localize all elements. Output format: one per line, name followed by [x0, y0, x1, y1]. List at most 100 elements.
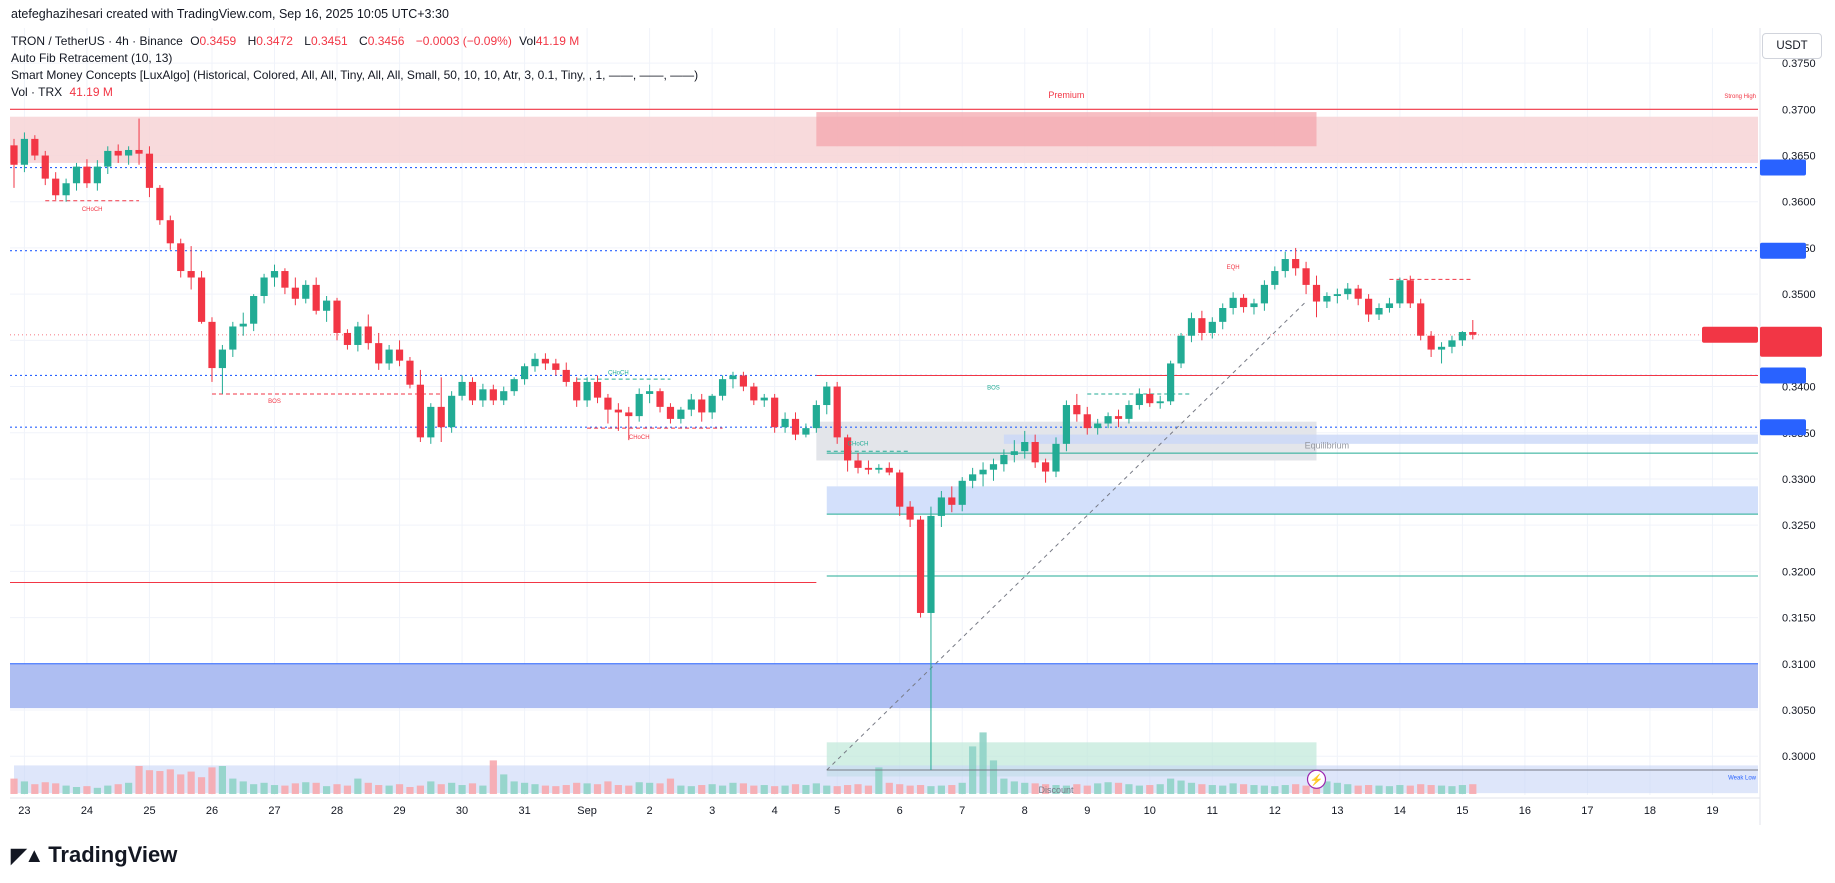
volume-bar — [635, 782, 643, 794]
volume-bar — [1104, 782, 1112, 794]
volume-bar — [1083, 785, 1091, 794]
volume-bar — [1094, 783, 1102, 794]
candle-body — [135, 149, 143, 154]
candle-body — [1437, 346, 1446, 350]
volume-bar — [1073, 784, 1081, 794]
symbol-legend[interactable]: TRON / TetherUS · 4h · Binance O0.3459 H… — [11, 34, 587, 48]
price-tick-label: 0.3600 — [1782, 197, 1816, 209]
candle-body — [781, 418, 789, 428]
candle-body — [885, 467, 893, 473]
volume-bar — [166, 769, 174, 794]
choch-label: CHoCH — [848, 442, 869, 448]
candle-body — [1146, 393, 1154, 404]
volume-bar — [1167, 778, 1175, 794]
ohlc-close: C0.3456 — [359, 34, 405, 48]
candle-body — [698, 399, 706, 413]
volume-bar — [187, 771, 195, 794]
volume-bar — [958, 782, 966, 794]
candle-body — [520, 366, 529, 380]
currency-button[interactable]: USDT — [1762, 33, 1822, 59]
candle-body — [177, 243, 185, 272]
time-tick-label: 30 — [456, 805, 468, 817]
volume-bar — [1385, 786, 1394, 794]
candle-body — [1135, 393, 1143, 406]
candle-body — [1125, 405, 1133, 419]
time-tick-label: 31 — [518, 805, 530, 817]
candle-body — [1187, 318, 1196, 336]
volume-bar — [729, 782, 737, 794]
candlesticks — [10, 118, 1477, 771]
candle-body — [1073, 405, 1081, 415]
volume-bar — [948, 785, 956, 794]
candle-body — [72, 166, 81, 184]
time-tick-label: 3 — [709, 805, 715, 817]
candle-body — [552, 363, 560, 370]
last-price-tag — [1760, 326, 1822, 357]
candle-body — [916, 519, 925, 613]
volume-bar — [1135, 785, 1143, 794]
volume-bar — [1260, 785, 1268, 794]
volume-bar — [666, 778, 675, 794]
tradingview-logo: ◤▲ TradingView — [11, 842, 178, 867]
volume-bar — [281, 785, 289, 794]
time-tick-label: 2 — [647, 805, 653, 817]
candle-body — [635, 393, 643, 417]
indicator-smc-legend[interactable]: Smart Money Concepts [LuxAlgo] (Historic… — [11, 68, 699, 82]
indicator-fib-legend[interactable]: Auto Fib Retracement (10, 13) — [11, 51, 173, 65]
volume-bar — [677, 785, 685, 794]
volume-bar — [760, 785, 768, 794]
volume-bar — [20, 781, 29, 794]
volume-bar — [1302, 785, 1310, 794]
candle-body — [1000, 454, 1008, 465]
volume-bar — [1239, 784, 1248, 794]
candle-body — [1271, 271, 1279, 285]
price-tick-label: 0.3000 — [1782, 751, 1816, 763]
volume-bar — [614, 785, 622, 794]
candle-body — [1208, 321, 1216, 333]
candle-body — [52, 178, 60, 196]
volume-bar — [1187, 782, 1196, 794]
time-tick-label: 8 — [1022, 805, 1028, 817]
volume-bar — [229, 778, 237, 794]
volume-bar — [885, 782, 893, 794]
volume-bar — [1198, 784, 1206, 794]
volume-bar — [135, 766, 143, 794]
eqh-label: EQH — [1227, 265, 1240, 271]
candle-body — [1365, 298, 1373, 315]
candle-body — [677, 409, 685, 419]
volume-bar — [260, 782, 268, 794]
candle-body — [208, 321, 216, 369]
volume-bar — [833, 786, 841, 794]
weak-low-label: Weak Low — [1728, 775, 1757, 781]
candle-body — [416, 384, 424, 438]
volume-bar — [802, 785, 810, 794]
volume-bar — [239, 781, 247, 794]
indicator-vol-legend[interactable]: Vol · TRX 41.19 M — [11, 85, 113, 99]
volume-bar — [104, 785, 112, 794]
candle-body — [1250, 303, 1258, 308]
volume-bar — [708, 784, 716, 794]
candle-body — [1385, 303, 1394, 309]
candle-body — [31, 138, 39, 156]
volume-bar — [1417, 784, 1425, 794]
volume-bar — [687, 786, 695, 794]
volume-bar — [1344, 784, 1352, 794]
candle-body — [510, 379, 518, 392]
time-tick-label: 5 — [834, 805, 840, 817]
candle-body — [104, 150, 112, 167]
candle-body — [1281, 259, 1289, 272]
volume-bar — [93, 787, 101, 794]
candle-body — [593, 381, 602, 398]
volume-bar — [156, 771, 164, 794]
volume-bar — [750, 785, 758, 794]
candle-body — [979, 469, 987, 475]
price-tick-label: 0.3700 — [1782, 104, 1816, 116]
candle-body — [260, 277, 268, 296]
volume-bar — [583, 783, 591, 794]
volume-bar — [531, 784, 539, 794]
volume-bar — [72, 787, 81, 794]
equilibrium-band — [1003, 434, 1758, 444]
candle-body — [458, 381, 466, 396]
volume-bar — [1208, 785, 1216, 794]
